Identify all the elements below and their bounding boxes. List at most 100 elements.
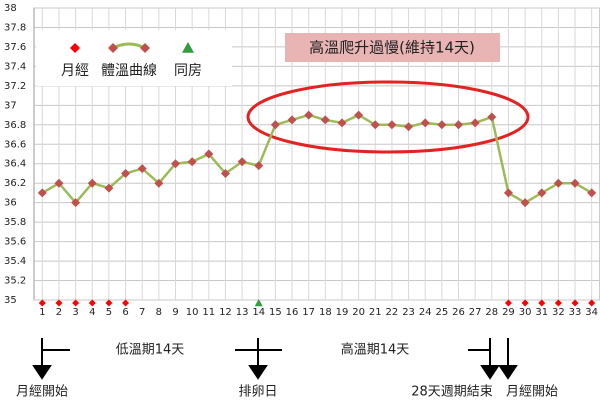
marker bbox=[187, 157, 197, 167]
legend-marker bbox=[108, 43, 118, 53]
x-tick-label: 30 bbox=[519, 307, 532, 318]
marker bbox=[55, 299, 63, 307]
arrows bbox=[32, 338, 518, 380]
legend-label: 體溫曲線 bbox=[101, 63, 157, 79]
legend-marker bbox=[70, 43, 80, 53]
x-tick-label: 32 bbox=[552, 307, 565, 318]
x-tick-label: 29 bbox=[502, 307, 515, 318]
marker bbox=[287, 115, 297, 125]
marker bbox=[54, 178, 64, 188]
x-tick-label: 28 bbox=[485, 307, 498, 318]
x-tick-label: 2 bbox=[56, 307, 62, 318]
marker bbox=[337, 118, 347, 128]
x-tick-label: 15 bbox=[269, 307, 282, 318]
marker bbox=[37, 188, 47, 198]
x-tick-label: 27 bbox=[469, 307, 482, 318]
x-tick-label: 31 bbox=[535, 307, 548, 318]
y-tick-label: 35.6 bbox=[4, 237, 26, 248]
marker bbox=[370, 120, 380, 130]
marker bbox=[171, 159, 180, 169]
x-tick-label: 23 bbox=[402, 307, 415, 318]
marker bbox=[487, 112, 497, 122]
x-tick-label: 24 bbox=[419, 307, 432, 318]
y-tick-label: 37.2 bbox=[4, 81, 26, 92]
marker bbox=[137, 164, 147, 174]
marker bbox=[237, 157, 247, 167]
y-tick-label: 37 bbox=[4, 100, 17, 111]
y-tick-label: 35.2 bbox=[4, 276, 26, 287]
legend-label: 月經 bbox=[61, 63, 89, 79]
marker bbox=[220, 168, 230, 178]
marker bbox=[504, 299, 512, 307]
annotation: 高溫爬升過慢(維持14天) bbox=[309, 39, 475, 57]
legend-label: 同房 bbox=[174, 63, 202, 79]
y-tick-label: 35.8 bbox=[4, 217, 26, 228]
legend-marker bbox=[182, 42, 194, 53]
marker bbox=[320, 115, 330, 125]
y-tick-label: 35.4 bbox=[4, 256, 26, 267]
x-tick-label: 26 bbox=[452, 307, 465, 318]
marker bbox=[104, 183, 114, 193]
marker bbox=[154, 178, 164, 188]
x-tick-label: 25 bbox=[435, 307, 448, 318]
marker bbox=[254, 299, 263, 307]
x-tick-label: 9 bbox=[172, 307, 178, 318]
phase-label: 低溫期14天 bbox=[116, 343, 185, 358]
marker bbox=[38, 299, 46, 307]
x-tick-label: 10 bbox=[186, 307, 199, 318]
temperature-line bbox=[41, 113, 593, 205]
x-tick-label: 34 bbox=[585, 307, 598, 318]
phase-label: 高溫期14天 bbox=[341, 342, 410, 358]
marker bbox=[105, 299, 113, 307]
x-tick-label: 12 bbox=[219, 307, 232, 318]
marker bbox=[538, 299, 546, 307]
marker bbox=[537, 188, 547, 198]
y-tick-label: 35 bbox=[4, 295, 17, 306]
marker bbox=[520, 198, 530, 208]
x-tick-label: 16 bbox=[286, 307, 299, 318]
y-tick-label: 36.8 bbox=[4, 120, 26, 131]
event-label: 排卵日 bbox=[238, 385, 277, 400]
marker bbox=[87, 178, 97, 188]
marker bbox=[420, 118, 430, 128]
marker bbox=[270, 120, 280, 130]
marker bbox=[470, 118, 480, 128]
marker bbox=[88, 299, 96, 307]
marker bbox=[554, 299, 562, 307]
x-tick-label: 18 bbox=[319, 307, 332, 318]
y-tick-label: 36 bbox=[4, 198, 17, 209]
y-tick-label: 37.8 bbox=[4, 22, 26, 33]
event-label: 28天週期結束 bbox=[411, 385, 493, 400]
legend-marker bbox=[140, 43, 150, 53]
x-tick-label: 7 bbox=[139, 307, 145, 318]
marker bbox=[71, 198, 81, 208]
marker bbox=[72, 299, 80, 307]
marker bbox=[454, 120, 463, 130]
y-tick-label: 36.2 bbox=[4, 178, 26, 189]
x-tick-label: 1 bbox=[39, 307, 45, 318]
x-tick-label: 3 bbox=[72, 307, 78, 318]
x-tick-label: 13 bbox=[236, 307, 249, 318]
highlight-ellipse bbox=[246, 80, 530, 154]
x-tick-label: 33 bbox=[569, 307, 582, 318]
marker bbox=[521, 299, 529, 307]
y-tick-label: 37.6 bbox=[4, 42, 26, 53]
marker bbox=[437, 120, 447, 130]
x-tick-label: 19 bbox=[336, 307, 349, 318]
marker bbox=[404, 122, 414, 132]
x-tick-label: 22 bbox=[386, 307, 399, 318]
x-tick-label: 11 bbox=[202, 307, 215, 318]
x-tick-label: 4 bbox=[89, 307, 95, 318]
marker bbox=[587, 188, 597, 198]
x-tick-label: 21 bbox=[369, 307, 382, 318]
event-label: 月經開始 bbox=[16, 385, 68, 400]
marker bbox=[570, 178, 580, 188]
y-tick-label: 36.4 bbox=[4, 159, 26, 170]
marker bbox=[204, 149, 214, 159]
y-tick-label: 38 bbox=[4, 3, 17, 14]
marker bbox=[354, 110, 364, 120]
marker bbox=[553, 178, 563, 188]
marker bbox=[588, 299, 596, 307]
x-tick-label: 6 bbox=[122, 307, 128, 318]
marker bbox=[571, 299, 579, 307]
